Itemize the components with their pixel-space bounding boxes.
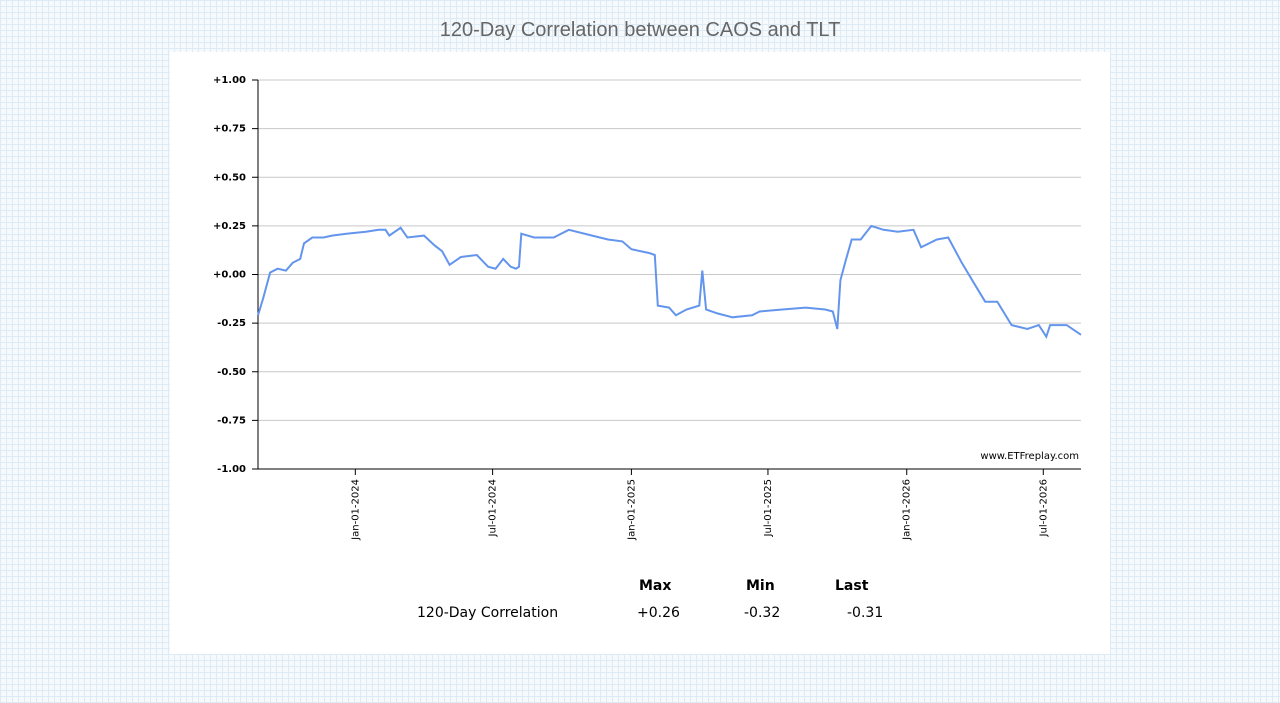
stat-value: -0.31 bbox=[847, 605, 884, 621]
stat-header: Max bbox=[639, 578, 672, 594]
x-tick-label: Jul-01-2025 bbox=[763, 479, 774, 537]
y-tick-label: +0.75 bbox=[213, 124, 246, 135]
stat-header: Min bbox=[746, 578, 775, 594]
stat-header: Last bbox=[835, 578, 869, 594]
y-tick-label: +0.00 bbox=[213, 270, 246, 281]
y-tick-label: -1.00 bbox=[217, 464, 246, 475]
stat-label: 120-Day Correlation bbox=[417, 605, 559, 621]
x-tick-label: Jan-01-2026 bbox=[902, 479, 913, 541]
watermark: www.ETFreplay.com bbox=[980, 451, 1079, 462]
y-tick-label: +0.25 bbox=[213, 221, 246, 232]
data-line bbox=[257, 224, 1082, 340]
y-tick-label: -0.75 bbox=[217, 415, 246, 426]
x-tick-label: Jul-01-2024 bbox=[488, 479, 499, 537]
y-tick-label: -0.50 bbox=[217, 367, 246, 378]
x-tick-label: Jan-01-2025 bbox=[626, 479, 637, 541]
y-tick-label: +0.50 bbox=[213, 172, 246, 183]
y-tick-label: -0.25 bbox=[217, 318, 246, 329]
x-tick-label: Jul-01-2026 bbox=[1038, 479, 1049, 537]
stat-value: +0.26 bbox=[637, 605, 680, 621]
panel bbox=[170, 52, 1110, 654]
x-tick-label: Jan-01-2024 bbox=[350, 479, 361, 541]
chart-title: 120-Day Correlation between CAOS and TLT bbox=[439, 19, 841, 41]
y-tick-label: +1.00 bbox=[213, 75, 246, 86]
stat-value: -0.32 bbox=[744, 605, 781, 621]
